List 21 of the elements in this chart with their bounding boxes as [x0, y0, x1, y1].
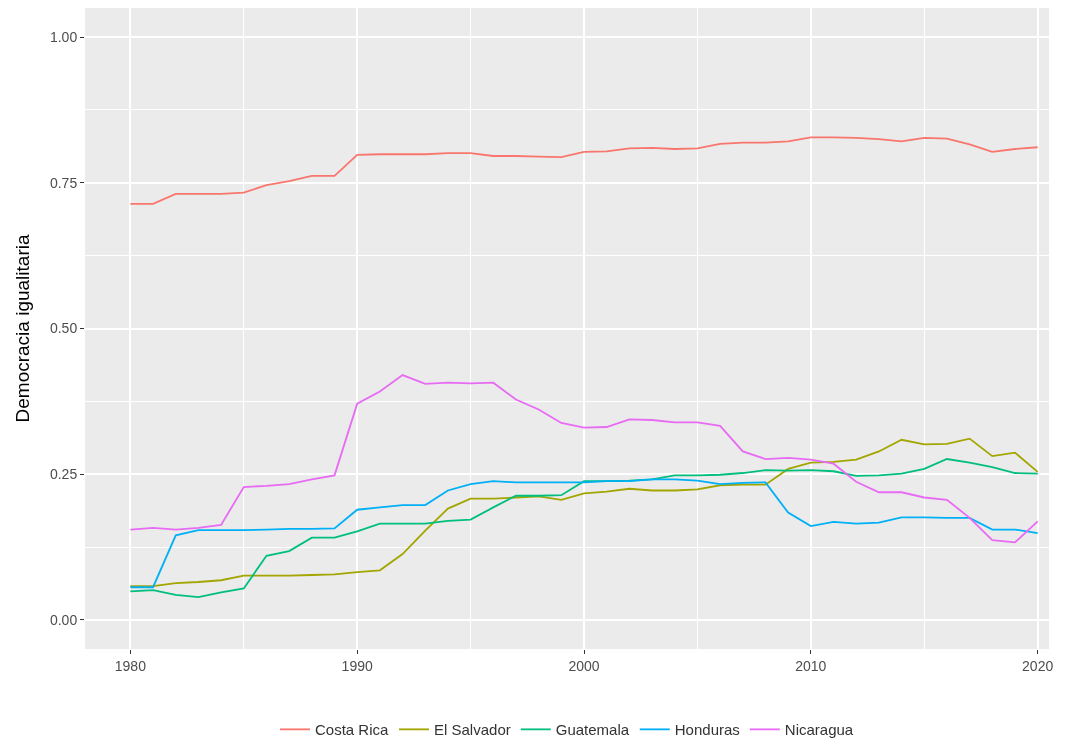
x-tick-label: 2010: [795, 657, 827, 674]
legend-label: Honduras: [674, 721, 740, 739]
line-series: [129, 437, 1039, 587]
line-series: [129, 374, 1039, 544]
legend-label: Costa Rica: [315, 721, 390, 739]
y-tick-label: 1.00: [49, 29, 78, 46]
x-tick-label: 2000: [568, 657, 600, 674]
y-tick-label: 0.25: [49, 466, 78, 483]
y-tick-label: 0.75: [49, 174, 78, 191]
y-tick-label: 0.00: [49, 611, 78, 628]
legend-label: Guatemala: [555, 721, 630, 739]
y-tick-label: 0.50: [49, 320, 78, 337]
line-series: [129, 136, 1039, 205]
x-tick-label: 1980: [114, 657, 147, 674]
x-tick-label: 1990: [341, 657, 373, 674]
x-tick-label: 2020: [1022, 657, 1054, 674]
legend-label: Nicaragua: [784, 721, 854, 739]
legend-label: El Salvador: [434, 721, 511, 739]
line-series: [129, 478, 1039, 589]
y-axis-title: Democracia igualitaria: [11, 234, 33, 423]
line-series: [129, 458, 1039, 599]
